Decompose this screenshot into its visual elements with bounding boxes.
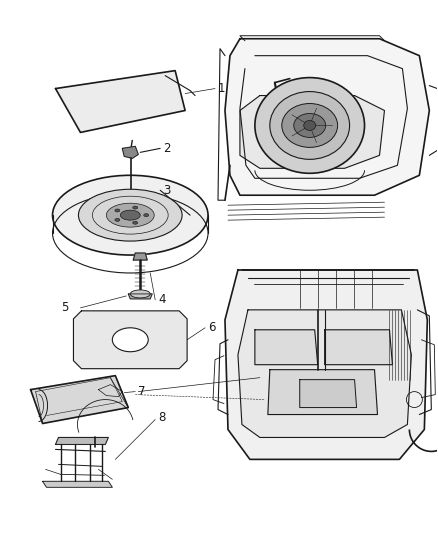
Polygon shape <box>225 39 429 195</box>
Ellipse shape <box>115 209 120 212</box>
Ellipse shape <box>304 120 316 131</box>
Text: 7: 7 <box>138 385 146 398</box>
Polygon shape <box>225 270 427 459</box>
Text: 3: 3 <box>163 184 170 197</box>
Polygon shape <box>42 481 112 487</box>
Ellipse shape <box>53 175 208 255</box>
Polygon shape <box>56 438 108 445</box>
Ellipse shape <box>270 92 350 159</box>
Ellipse shape <box>133 221 138 224</box>
Ellipse shape <box>106 203 154 227</box>
Text: 4: 4 <box>158 293 166 306</box>
Ellipse shape <box>120 210 140 220</box>
Polygon shape <box>240 95 385 168</box>
Ellipse shape <box>282 103 338 148</box>
Polygon shape <box>122 147 138 158</box>
Text: 6: 6 <box>208 321 215 334</box>
Ellipse shape <box>130 290 150 298</box>
Polygon shape <box>268 370 378 415</box>
Ellipse shape <box>294 114 326 138</box>
Ellipse shape <box>133 206 138 209</box>
Polygon shape <box>300 379 357 408</box>
Polygon shape <box>74 311 187 369</box>
Ellipse shape <box>78 189 182 241</box>
Polygon shape <box>133 253 147 260</box>
Text: 1: 1 <box>218 82 226 95</box>
Polygon shape <box>255 330 318 365</box>
Ellipse shape <box>115 219 120 221</box>
Ellipse shape <box>255 78 364 173</box>
Text: 2: 2 <box>163 142 171 155</box>
Text: 8: 8 <box>158 411 166 424</box>
Polygon shape <box>31 376 128 424</box>
Polygon shape <box>128 294 152 299</box>
Polygon shape <box>56 71 185 132</box>
Polygon shape <box>99 385 122 397</box>
Ellipse shape <box>112 328 148 352</box>
Text: 5: 5 <box>61 301 68 314</box>
Polygon shape <box>238 310 411 438</box>
Polygon shape <box>325 330 392 365</box>
Ellipse shape <box>144 214 149 216</box>
